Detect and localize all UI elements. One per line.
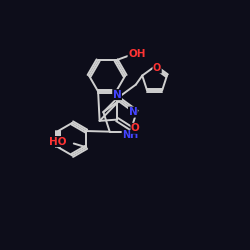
Text: N: N [113, 90, 122, 100]
Text: O: O [131, 123, 140, 133]
Text: OH: OH [128, 49, 146, 59]
Text: N: N [128, 107, 137, 117]
Text: O: O [153, 63, 161, 73]
Text: HO: HO [49, 136, 67, 146]
Text: NH: NH [122, 130, 138, 140]
